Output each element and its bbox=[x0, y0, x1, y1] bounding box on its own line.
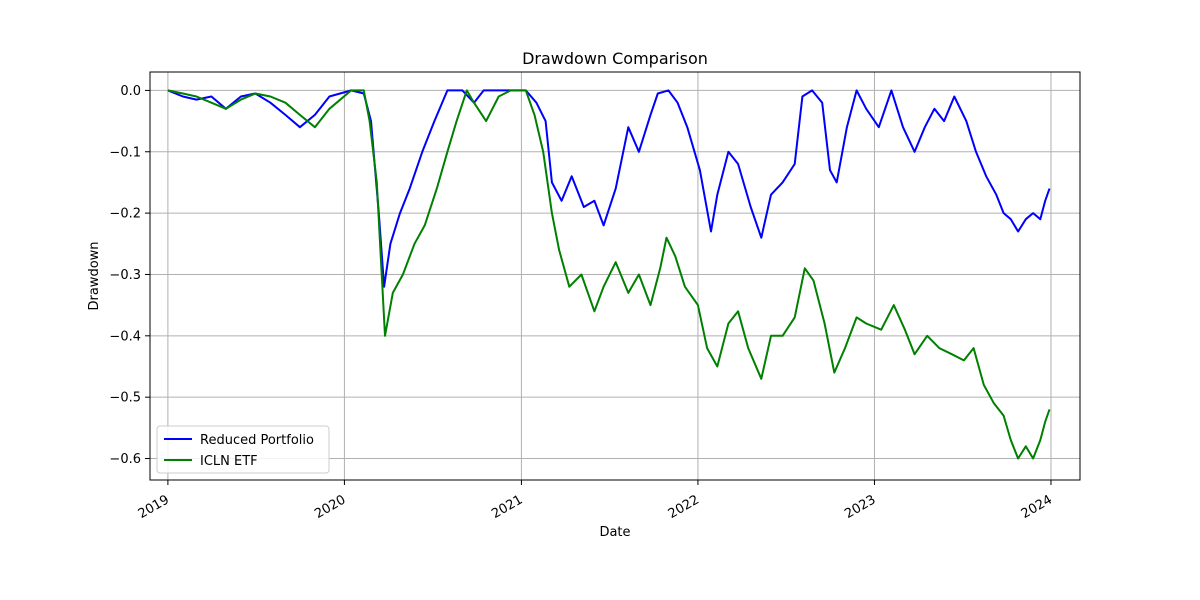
legend-label-reduced-portfolio: Reduced Portfolio bbox=[200, 433, 314, 448]
legend-label-icln-etf: ICLN ETF bbox=[200, 454, 258, 469]
legend-box bbox=[156, 425, 330, 474]
y-tick-label: −0.6 bbox=[109, 452, 141, 467]
y-axis-label: Drawdown bbox=[87, 241, 102, 310]
y-tick-label: −0.4 bbox=[109, 329, 141, 344]
series-lines bbox=[167, 89, 1051, 460]
y-tick-label: 0.0 bbox=[120, 84, 141, 99]
x-axis-label: Date bbox=[599, 525, 630, 540]
plot-frame bbox=[149, 71, 1081, 481]
legend: Reduced Portfolio ICLN ETF bbox=[156, 425, 330, 474]
y-tick-label: −0.2 bbox=[109, 207, 141, 222]
y-tick-label: −0.5 bbox=[109, 391, 141, 406]
y-tick-label: −0.3 bbox=[109, 268, 141, 283]
y-axis-ticks: 0.0 −0.1 −0.2 −0.3 −0.4 −0.5 −0.6 bbox=[109, 84, 150, 467]
y-tick-label: −0.1 bbox=[109, 145, 141, 160]
grid bbox=[150, 72, 1080, 480]
series-line-icln-etf bbox=[167, 89, 1051, 460]
chart-title: Drawdown Comparison bbox=[522, 49, 708, 68]
